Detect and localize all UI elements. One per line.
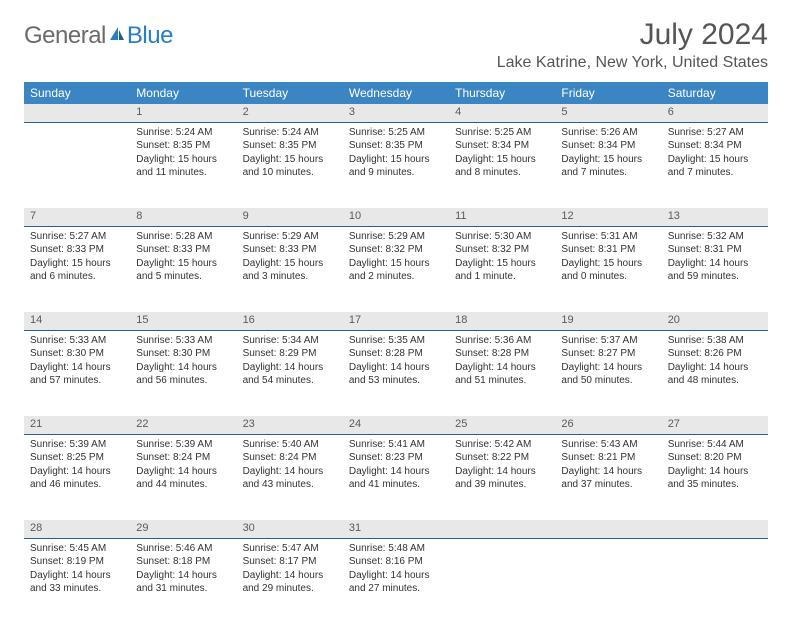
weekday-header: Saturday [662, 82, 768, 104]
day-number-row: 28293031 [24, 520, 768, 538]
day-number-cell: 12 [555, 208, 661, 226]
day-number-cell: 9 [237, 208, 343, 226]
day-number-cell: 4 [449, 104, 555, 122]
day-content-cell [662, 538, 768, 624]
day-number-row: 78910111213 [24, 208, 768, 226]
logo-text-general: General [24, 22, 106, 50]
day-content-cell: Sunrise: 5:26 AMSunset: 8:34 PMDaylight:… [555, 122, 661, 208]
day-content-cell: Sunrise: 5:42 AMSunset: 8:22 PMDaylight:… [449, 434, 555, 520]
day-number-cell: 10 [343, 208, 449, 226]
day-number-cell: 28 [24, 520, 130, 538]
day-content-cell: Sunrise: 5:28 AMSunset: 8:33 PMDaylight:… [130, 226, 236, 312]
day-number-cell [662, 520, 768, 538]
day-number-row: 14151617181920 [24, 312, 768, 330]
day-number-cell: 15 [130, 312, 236, 330]
day-content-row: Sunrise: 5:24 AMSunset: 8:35 PMDaylight:… [24, 122, 768, 208]
weekday-header: Friday [555, 82, 661, 104]
day-number-cell: 1 [130, 104, 236, 122]
day-content-cell: Sunrise: 5:34 AMSunset: 8:29 PMDaylight:… [237, 330, 343, 416]
day-content-row: Sunrise: 5:39 AMSunset: 8:25 PMDaylight:… [24, 434, 768, 520]
header: General Blue July 2024 Lake Katrine, New… [24, 18, 768, 72]
weekday-header: Thursday [449, 82, 555, 104]
day-content-cell: Sunrise: 5:45 AMSunset: 8:19 PMDaylight:… [24, 538, 130, 624]
day-content-cell: Sunrise: 5:36 AMSunset: 8:28 PMDaylight:… [449, 330, 555, 416]
day-number-cell [24, 104, 130, 122]
day-content-cell: Sunrise: 5:39 AMSunset: 8:25 PMDaylight:… [24, 434, 130, 520]
day-number-cell: 22 [130, 416, 236, 434]
day-content-cell: Sunrise: 5:47 AMSunset: 8:17 PMDaylight:… [237, 538, 343, 624]
day-content-row: Sunrise: 5:27 AMSunset: 8:33 PMDaylight:… [24, 226, 768, 312]
day-number-cell: 14 [24, 312, 130, 330]
month-title: July 2024 [497, 18, 768, 52]
calendar-body: 123456Sunrise: 5:24 AMSunset: 8:35 PMDay… [24, 104, 768, 624]
day-content-cell: Sunrise: 5:29 AMSunset: 8:33 PMDaylight:… [237, 226, 343, 312]
day-content-cell: Sunrise: 5:31 AMSunset: 8:31 PMDaylight:… [555, 226, 661, 312]
day-number-cell: 17 [343, 312, 449, 330]
day-number-cell: 8 [130, 208, 236, 226]
calendar-page: General Blue July 2024 Lake Katrine, New… [0, 0, 792, 642]
day-content-cell: Sunrise: 5:33 AMSunset: 8:30 PMDaylight:… [130, 330, 236, 416]
day-number-cell [449, 520, 555, 538]
day-number-cell: 24 [343, 416, 449, 434]
day-content-cell: Sunrise: 5:24 AMSunset: 8:35 PMDaylight:… [237, 122, 343, 208]
day-content-cell: Sunrise: 5:43 AMSunset: 8:21 PMDaylight:… [555, 434, 661, 520]
day-number-row: 123456 [24, 104, 768, 122]
day-number-row: 21222324252627 [24, 416, 768, 434]
day-content-cell: Sunrise: 5:25 AMSunset: 8:34 PMDaylight:… [449, 122, 555, 208]
day-number-cell: 23 [237, 416, 343, 434]
weekday-header-row: Sunday Monday Tuesday Wednesday Thursday… [24, 82, 768, 104]
day-number-cell [555, 520, 661, 538]
day-content-row: Sunrise: 5:33 AMSunset: 8:30 PMDaylight:… [24, 330, 768, 416]
day-content-cell: Sunrise: 5:33 AMSunset: 8:30 PMDaylight:… [24, 330, 130, 416]
day-content-cell: Sunrise: 5:48 AMSunset: 8:16 PMDaylight:… [343, 538, 449, 624]
day-number-cell: 16 [237, 312, 343, 330]
day-content-cell: Sunrise: 5:25 AMSunset: 8:35 PMDaylight:… [343, 122, 449, 208]
location: Lake Katrine, New York, United States [497, 54, 768, 72]
day-content-cell: Sunrise: 5:40 AMSunset: 8:24 PMDaylight:… [237, 434, 343, 520]
day-content-cell [24, 122, 130, 208]
weekday-header: Wednesday [343, 82, 449, 104]
day-number-cell: 21 [24, 416, 130, 434]
day-number-cell: 2 [237, 104, 343, 122]
day-number-cell: 3 [343, 104, 449, 122]
day-number-cell: 11 [449, 208, 555, 226]
title-block: July 2024 Lake Katrine, New York, United… [497, 18, 768, 72]
day-number-cell: 31 [343, 520, 449, 538]
day-number-cell: 29 [130, 520, 236, 538]
day-content-cell [555, 538, 661, 624]
day-number-cell: 6 [662, 104, 768, 122]
day-number-cell: 18 [449, 312, 555, 330]
day-number-cell: 20 [662, 312, 768, 330]
day-number-cell: 27 [662, 416, 768, 434]
day-number-cell: 25 [449, 416, 555, 434]
day-content-cell [449, 538, 555, 624]
day-number-cell: 30 [237, 520, 343, 538]
day-content-cell: Sunrise: 5:46 AMSunset: 8:18 PMDaylight:… [130, 538, 236, 624]
day-content-cell: Sunrise: 5:38 AMSunset: 8:26 PMDaylight:… [662, 330, 768, 416]
day-content-cell: Sunrise: 5:30 AMSunset: 8:32 PMDaylight:… [449, 226, 555, 312]
day-content-cell: Sunrise: 5:29 AMSunset: 8:32 PMDaylight:… [343, 226, 449, 312]
weekday-header: Monday [130, 82, 236, 104]
weekday-header: Tuesday [237, 82, 343, 104]
day-content-cell: Sunrise: 5:24 AMSunset: 8:35 PMDaylight:… [130, 122, 236, 208]
day-content-cell: Sunrise: 5:41 AMSunset: 8:23 PMDaylight:… [343, 434, 449, 520]
day-content-cell: Sunrise: 5:35 AMSunset: 8:28 PMDaylight:… [343, 330, 449, 416]
logo-sail-icon [108, 25, 126, 48]
day-content-cell: Sunrise: 5:39 AMSunset: 8:24 PMDaylight:… [130, 434, 236, 520]
day-content-row: Sunrise: 5:45 AMSunset: 8:19 PMDaylight:… [24, 538, 768, 624]
day-content-cell: Sunrise: 5:44 AMSunset: 8:20 PMDaylight:… [662, 434, 768, 520]
calendar-table: Sunday Monday Tuesday Wednesday Thursday… [24, 82, 768, 624]
day-content-cell: Sunrise: 5:32 AMSunset: 8:31 PMDaylight:… [662, 226, 768, 312]
weekday-header: Sunday [24, 82, 130, 104]
day-number-cell: 26 [555, 416, 661, 434]
day-content-cell: Sunrise: 5:27 AMSunset: 8:33 PMDaylight:… [24, 226, 130, 312]
day-content-cell: Sunrise: 5:37 AMSunset: 8:27 PMDaylight:… [555, 330, 661, 416]
day-number-cell: 7 [24, 208, 130, 226]
day-number-cell: 5 [555, 104, 661, 122]
logo: General Blue [24, 22, 173, 50]
day-content-cell: Sunrise: 5:27 AMSunset: 8:34 PMDaylight:… [662, 122, 768, 208]
logo-text-blue: Blue [127, 22, 173, 50]
day-number-cell: 13 [662, 208, 768, 226]
day-number-cell: 19 [555, 312, 661, 330]
